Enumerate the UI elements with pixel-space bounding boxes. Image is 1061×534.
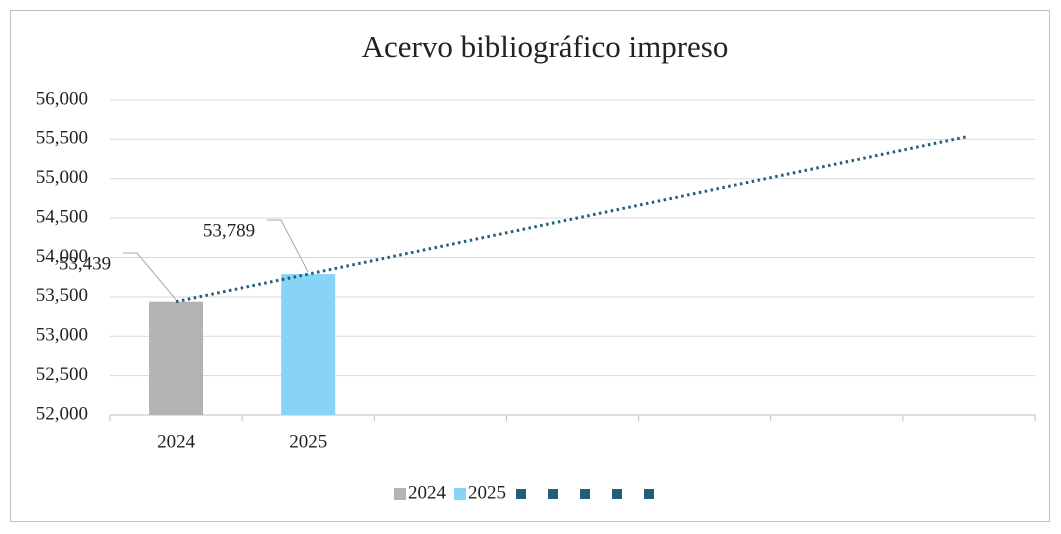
y-tick-label: 54,000	[36, 246, 88, 267]
leader-line	[267, 219, 309, 273]
legend-label: 2024	[408, 482, 447, 503]
x-tick-label: 2025	[289, 431, 327, 452]
legend-symbol	[516, 489, 526, 499]
legend-symbol	[612, 489, 622, 499]
x-tick-label: 2024	[157, 431, 196, 452]
legend-swatch	[454, 488, 466, 500]
legend-symbol	[580, 489, 590, 499]
data-label: 53,439	[59, 253, 111, 274]
y-tick-label: 53,500	[36, 285, 88, 306]
y-tick-label: 55,500	[36, 128, 88, 149]
data-label: 53,789	[203, 220, 255, 241]
bar	[149, 301, 204, 415]
legend-symbol	[548, 489, 558, 499]
y-tick-label: 53,000	[36, 325, 88, 346]
y-tick-label: 55,000	[36, 167, 88, 188]
leader-line	[123, 252, 177, 300]
bar	[281, 274, 336, 415]
chart-title: Acervo bibliográfico impreso	[362, 29, 729, 64]
chart-border	[10, 10, 1050, 522]
y-tick-label: 52,000	[36, 403, 88, 424]
legend-symbol	[644, 489, 654, 499]
legend-label: 2025	[468, 482, 506, 503]
y-tick-label: 52,500	[36, 364, 88, 385]
y-tick-label: 54,500	[36, 206, 88, 227]
legend-swatch	[394, 488, 406, 500]
y-tick-label: 56,000	[36, 88, 88, 109]
